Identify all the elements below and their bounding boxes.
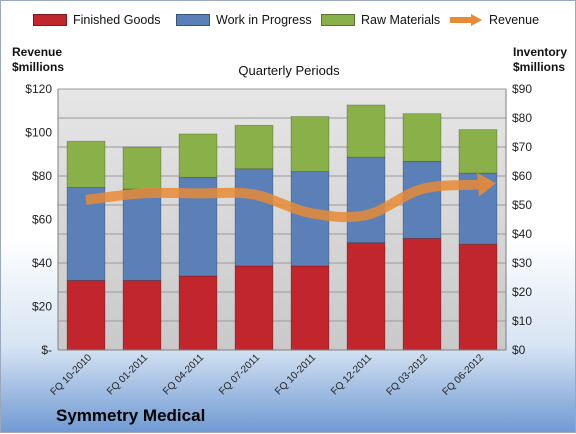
x-tick-label: FQ 01-2011: [105, 352, 150, 397]
bar-finished-goods: [122, 279, 162, 351]
right-tick-label: $20: [512, 285, 532, 299]
legend: Finished Goods Work in Progress Raw Mate…: [31, 13, 551, 33]
chart-title: Quarterly Periods: [238, 63, 340, 78]
bar-work-in-progress: [122, 188, 162, 281]
right-tick-label: $70: [512, 140, 532, 154]
left-tick-label: $80: [32, 169, 52, 183]
left-tick-label: $120: [25, 82, 52, 96]
legend-label-raw-materials: Raw Materials: [361, 13, 441, 27]
bar-raw-materials: [178, 133, 218, 178]
right-tick-label: $80: [512, 111, 532, 125]
bar-finished-goods: [66, 279, 106, 351]
left-axis-title-line1: Revenue: [12, 45, 63, 59]
x-tick-label: FQ 03-2012: [385, 352, 431, 398]
right-tick-label: $0: [512, 343, 526, 357]
x-tick-label: FQ 07-2011: [217, 352, 262, 397]
bar-work-in-progress: [234, 168, 274, 267]
bar-finished-goods: [178, 275, 218, 351]
legend-item-raw-materials: Raw Materials: [321, 13, 440, 27]
left-tick-label: $20: [32, 300, 52, 314]
bar-raw-materials: [458, 129, 498, 174]
left-tick-label: $60: [32, 213, 52, 227]
right-axis-title-line1: Inventory: [513, 45, 568, 59]
legend-item-work-in-progress: Work in Progress: [176, 13, 312, 27]
bar-work-in-progress: [402, 161, 442, 239]
revenue-line: [85, 179, 479, 223]
right-tick-label: $40: [512, 227, 532, 241]
legend-swatch-work-in-progress: [176, 14, 210, 26]
bar-raw-materials: [402, 113, 442, 162]
legend-label-work-in-progress: Work in Progress: [216, 13, 312, 27]
x-tick-label: FQ 10-2010: [49, 352, 95, 398]
x-tick-label: FQ 10-2011: [273, 352, 318, 397]
legend-label-revenue: Revenue: [489, 13, 540, 27]
right-tick-label: $10: [512, 314, 532, 328]
bar-raw-materials: [290, 116, 330, 173]
x-tick-label: FQ 12-2011: [329, 352, 374, 397]
legend-swatch-revenue: [450, 14, 482, 26]
legend-item-revenue: Revenue: [449, 13, 539, 27]
right-tick-label: $90: [512, 82, 532, 96]
legend-swatch-raw-materials: [321, 14, 355, 26]
bar-finished-goods: [346, 242, 386, 351]
bar-finished-goods: [290, 265, 330, 351]
x-tick-label: FQ 04-2011: [161, 352, 206, 397]
left-tick-label: $-: [41, 343, 52, 357]
right-tick-label: $50: [512, 198, 532, 212]
legend-item-finished-goods: Finished Goods: [33, 13, 161, 27]
left-axis-title: Revenue $millions: [12, 45, 64, 75]
bar-finished-goods: [458, 243, 498, 351]
right-axis-title-line2: $millions: [513, 60, 566, 74]
bar-finished-goods: [402, 237, 442, 351]
right-tick-label: $30: [512, 256, 532, 270]
revenue-arrowhead: [477, 172, 496, 197]
left-axis-title-line2: $millions: [12, 60, 65, 74]
bar-raw-materials: [122, 146, 162, 190]
left-tick-label: $100: [25, 126, 52, 140]
bar-raw-materials: [234, 124, 274, 170]
legend-label-finished-goods: Finished Goods: [73, 13, 161, 27]
bar-finished-goods: [234, 265, 274, 351]
right-axis-title: Inventory $millions: [513, 45, 567, 75]
x-tick-label: FQ 06-2012: [441, 352, 487, 398]
company-name: Symmetry Medical: [56, 406, 206, 425]
bar-work-in-progress: [346, 156, 386, 244]
bar-raw-materials: [66, 140, 106, 188]
right-tick-label: $60: [512, 169, 532, 183]
left-tick-label: $40: [32, 256, 52, 270]
bar-raw-materials: [346, 104, 386, 158]
legend-swatch-finished-goods: [33, 14, 67, 26]
